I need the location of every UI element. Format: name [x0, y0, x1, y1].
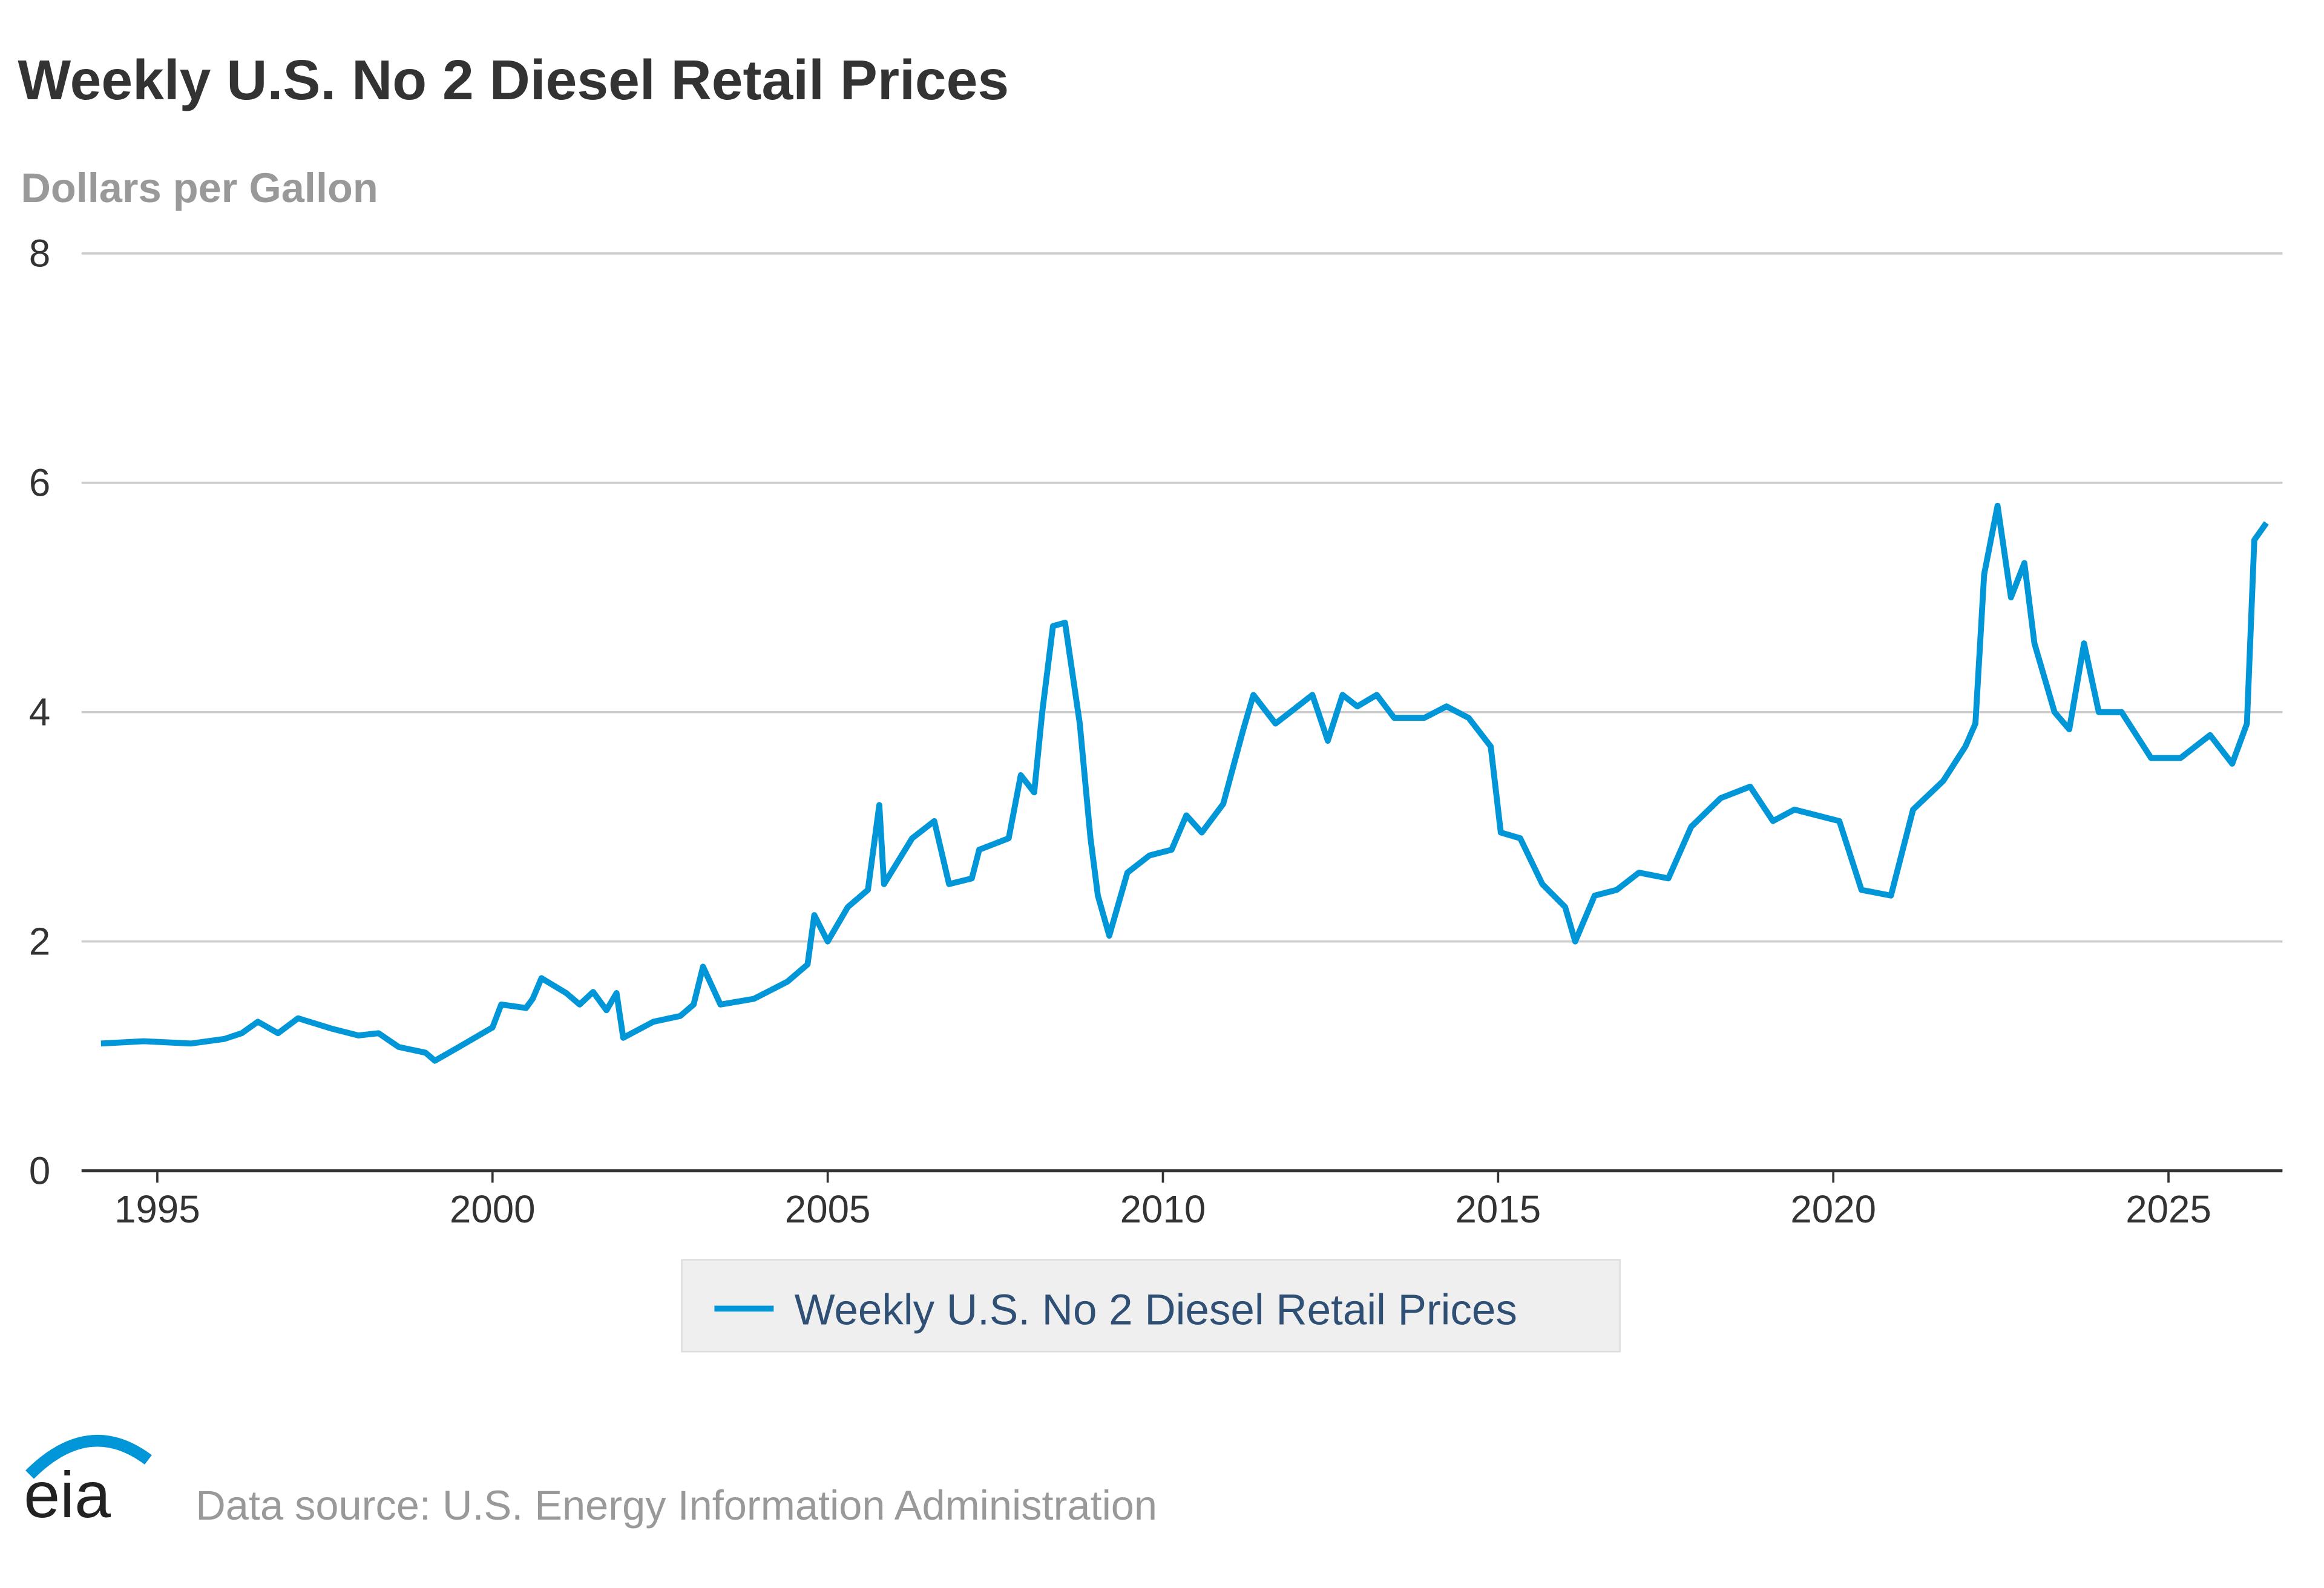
x-tick-label: 2000: [450, 1188, 536, 1231]
series-line: [100, 502, 2269, 1064]
x-tick-label: 2010: [1120, 1188, 1206, 1231]
y-tick-label: 0: [29, 1149, 50, 1192]
legend-label: Weekly U.S. No 2 Diesel Retail Prices: [795, 1286, 1517, 1334]
y-tick-label: 6: [29, 461, 50, 504]
y-tick-label: 8: [29, 232, 50, 275]
x-tick-label: 2020: [1790, 1188, 1876, 1231]
x-tick-label: 2005: [785, 1188, 871, 1231]
x-tick-label: 2015: [1456, 1188, 1541, 1231]
legend-box: [681, 1259, 1621, 1353]
y-axis-label: Dollars per Gallon: [21, 165, 378, 211]
x-tick-label: 2025: [2125, 1188, 2211, 1231]
x-tick-label: 1995: [114, 1188, 200, 1231]
source-note: Data source: U.S. Energy Information Adm…: [195, 1482, 1157, 1529]
y-tick-label: 4: [29, 691, 50, 733]
y-tick-label: 2: [29, 920, 50, 963]
logo-swoosh: [25, 1434, 152, 1479]
logo: eia: [24, 1458, 111, 1531]
chart-title: Weekly U.S. No 2 Diesel Retail Prices: [18, 48, 1009, 111]
